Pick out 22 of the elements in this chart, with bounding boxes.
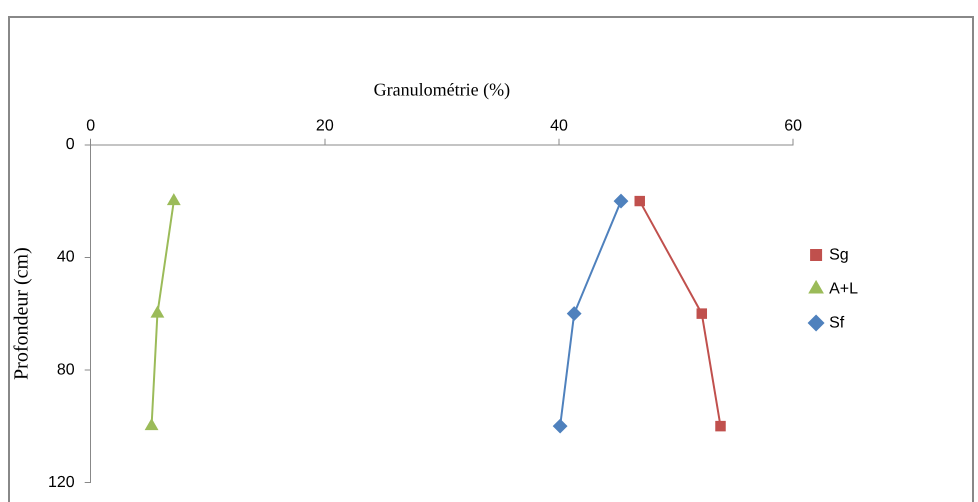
point [715,420,726,432]
y-tick-label: 40 [56,248,75,266]
legend-label: Sg [829,246,849,264]
point [696,308,708,319]
point [151,306,164,318]
legend-label: Sf [829,314,845,332]
point [553,419,568,434]
point [614,194,628,208]
x-axis-title: Granulométrie (%) [374,80,510,100]
x-tick-label: 0 [86,118,96,135]
x-tick-label: 40 [550,118,568,135]
y-tick-label: 120 [48,474,75,491]
point [168,194,180,206]
x-tick-label: 20 [316,118,334,135]
point [567,306,582,321]
y-tick-label: 80 [56,361,75,378]
point [145,419,158,430]
y-axis-title: Profondeur (cm) [10,247,32,380]
point [634,196,645,206]
legend-label: A+L [829,280,858,298]
x-tick-label: 60 [784,118,802,135]
y-tick-label: 0 [66,136,75,154]
